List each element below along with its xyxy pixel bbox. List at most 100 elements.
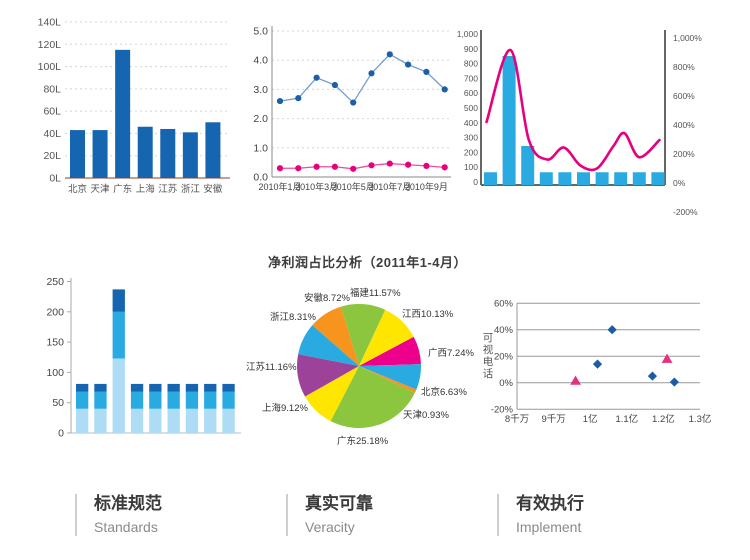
pie-slice-福建 [340,304,386,366]
pie-slice-label: 广东25.18% [337,436,389,447]
axis-label: -200% [673,207,698,217]
axis-label: 700 [464,73,478,83]
pie-slice-label: 福建11.57% [350,288,401,299]
bar [521,146,535,185]
pie-slice-label: 浙江8.31% [270,312,316,323]
bar-segment [130,408,144,433]
bar [115,49,131,178]
axis-label: 1,000 [457,29,479,39]
pie-slice-label: 北京6.63% [421,387,467,398]
bar-segment [76,383,89,392]
pie-slice-label: 广西7.24% [428,348,474,359]
bar-segment [185,383,199,392]
bar [70,130,85,178]
bar [614,172,628,185]
bar-segment [149,391,162,409]
axis-label: 140L [38,17,61,29]
axis-label: 天津 [91,184,111,195]
bar-segment [94,383,107,392]
bar-segment [222,408,235,433]
axis-label: 100 [46,367,64,379]
diamond-marker [607,325,617,335]
axis-label: 江苏 [158,183,178,195]
axis-label: 400% [673,120,695,130]
bar-segment [130,383,144,392]
axis-label: 8千万 [505,414,529,425]
diamond-marker [647,371,658,381]
data-point [368,162,375,169]
bar [595,172,609,185]
footer-item-standards: 标准规范 Standards [75,494,162,536]
bar [577,172,590,185]
bar-segment [76,391,89,409]
net-profit-pie-chart: 净利润占比分析（2011年1-4月） 福建11.57% 江西10.13% 广西7.2… [240,246,495,466]
axis-label: 200% [673,149,695,159]
data-point [350,165,357,172]
footer: 标准规范 Standards 真实可靠 Veracity 有效执行 Implem… [0,494,750,554]
axis-label: 2010年7月 [368,181,411,192]
axis-label: 广东 [113,183,132,195]
axis-label: 1亿 [583,413,598,425]
bar-segment [112,311,125,359]
axis-label: 3.0 [253,84,268,96]
bar-segment [167,408,180,433]
bar-segment [167,383,180,392]
data-point [386,51,393,58]
axis-label: 1.3亿 [689,413,712,425]
axis-label: 0 [473,177,478,187]
axis-label: 200 [46,306,64,318]
data-point [441,164,448,171]
bar [92,130,108,178]
footer-item-implement: 有效执行 Implement [497,494,584,536]
footer-item-subtitle: Veracity [305,519,355,535]
axis-label: 100L [38,61,61,73]
axis-label: 50 [52,397,64,409]
bar-segment [112,358,125,433]
pie-slice-label: 安徽8.72% [304,293,350,304]
pie-slice-安徽 [312,306,359,366]
bar-segment [167,391,180,409]
axis-label: 120L [38,39,61,51]
diamond-marker [592,359,603,369]
axis-label: 80L [43,83,61,95]
region-bar-chart: 0L 20L 40L 60L 80L 100L 120L 140L 北京 天津 广东 上海 江苏 浙江 安徽 [38,17,230,195]
data-point [295,165,302,172]
axis-label: 1.2亿 [652,413,675,425]
bar-segment [149,383,162,392]
axis-label: 1.0 [253,142,268,154]
axis-label: 200 [464,147,478,157]
bar-segment [112,289,125,312]
axis-label: 9千万 [541,414,565,425]
bar [558,172,572,185]
bar-segment [94,408,107,433]
axis-label: 100 [464,162,478,172]
axis-label: 1.1亿 [615,413,638,425]
data-point [331,163,338,170]
pie-slice-浙江 [298,325,359,366]
axis-label: 浙江 [181,183,201,195]
monthly-line-chart: 0.01.02.03.04.05.02010年1月2010年3月2010年5月2… [253,26,451,192]
pie-slice-label: 天津0.93% [403,410,449,421]
axis-label: 2.0 [253,113,268,125]
bar-segment [149,408,162,433]
bar-segment [185,408,199,433]
triangle-marker [570,375,581,385]
bar [484,172,497,185]
data-point [331,81,338,89]
footer-item-veracity: 真实可靠 Veracity [286,494,373,536]
bar [205,122,221,178]
trend-line [485,48,661,172]
pie-slice-label: 江西10.13% [402,309,454,320]
axis-label: 60L [43,106,61,118]
bar [651,172,665,185]
axis-label: 0.0 [253,172,268,184]
pie-slice-label: 江苏11.16% [246,362,297,373]
bar-segment [222,383,235,392]
axis-label: 40L [43,128,61,140]
axis-label: 1,000% [673,33,702,43]
pie-title: 净利润占比分析（2011年1-4月） [268,255,467,270]
axis-label: 600% [673,91,695,101]
axis-label: 400 [464,118,478,128]
data-point [423,162,430,170]
data-point [405,161,412,168]
